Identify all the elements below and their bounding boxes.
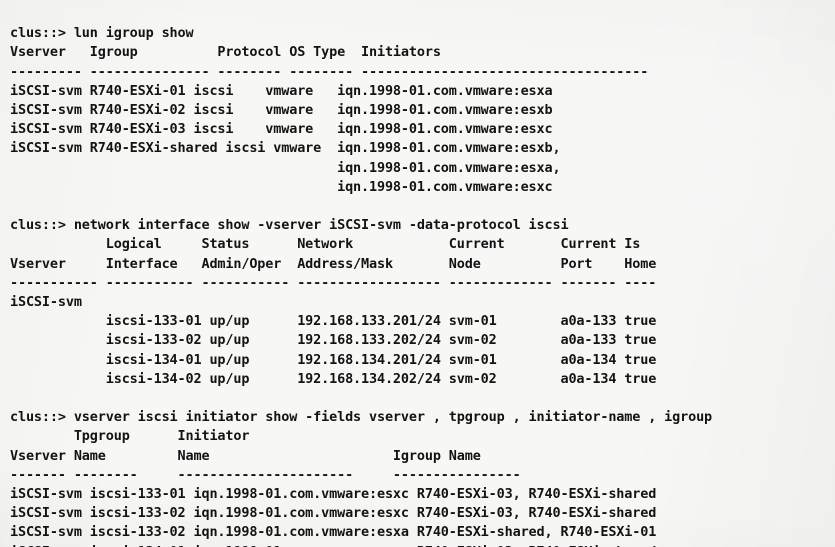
- table-row: iSCSI-svm iscsi-133-02 iqn.1998-01.com.v…: [10, 524, 657, 541]
- table-row: iSCSI-svm R740-ESXi-03 iscsi vmware iqn.…: [10, 121, 553, 138]
- table-row: iSCSI-svm R740-ESXi-shared iscsi vmware …: [10, 140, 561, 157]
- table-header-lun-igroup: Vserver Igroup Protocol OS Type Initiato…: [10, 44, 441, 61]
- table-header-row1-iscsi-initiator: Tpgroup Initiator: [10, 428, 250, 445]
- table-row-continuation: iqn.1998-01.com.vmware:esxc: [10, 178, 553, 195]
- table-row: iSCSI-svm R740-ESXi-01 iscsi vmware iqn.…: [10, 82, 553, 99]
- table-row: iSCSI-svm iscsi-133-01 iqn.1998-01.com.v…: [10, 486, 657, 503]
- table-row: iscsi-134-01 up/up 192.168.134.201/24 sv…: [10, 351, 657, 368]
- table-row: iSCSI-svm iscsi-134-01 iqn.1998-01.com.v…: [10, 543, 835, 547]
- table-row: iSCSI-svm iscsi-133-02 iqn.1998-01.com.v…: [10, 505, 657, 522]
- table-row: iscsi-133-01 up/up 192.168.133.201/24 sv…: [10, 313, 657, 330]
- table-row: iSCSI-svm R740-ESXi-02 iscsi vmware iqn.…: [10, 102, 553, 119]
- table-row-continuation: iqn.1998-01.com.vmware:esxa,: [10, 159, 561, 176]
- table-separator-iscsi-initiator: ------- -------- ---------------------- …: [10, 466, 521, 483]
- blank-line: [10, 389, 835, 408]
- table-group-label-vserver: iSCSI-svm: [10, 294, 82, 311]
- table-header-row2-network-interface: Vserver Interface Admin/Oper Address/Mas…: [10, 255, 657, 272]
- command-line-lun-igroup-show[interactable]: clus::> lun igroup show: [10, 25, 194, 42]
- table-row: iscsi-134-02 up/up 192.168.134.202/24 sv…: [10, 370, 657, 387]
- table-row: iscsi-133-02 up/up 192.168.133.202/24 sv…: [10, 332, 657, 349]
- command-line-network-interface-show[interactable]: clus::> network interface show -vserver …: [10, 217, 569, 234]
- table-header-row1-network-interface: Logical Status Network Current Current I…: [10, 236, 641, 253]
- command-line-vserver-iscsi-initiator-show[interactable]: clus::> vserver iscsi initiator show -fi…: [10, 409, 713, 426]
- table-header-row2-iscsi-initiator: Vserver Name Name Igroup Name: [10, 447, 481, 464]
- blank-line: [10, 197, 835, 216]
- table-separator-lun-igroup: --------- --------------- -------- -----…: [10, 63, 649, 80]
- table-separator-network-interface: ----------- ----------- ----------- ----…: [10, 274, 657, 291]
